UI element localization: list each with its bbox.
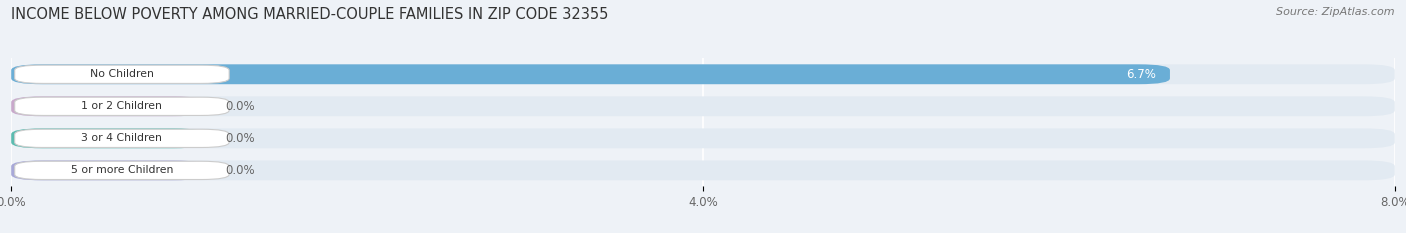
FancyBboxPatch shape [11, 128, 205, 148]
FancyBboxPatch shape [14, 65, 229, 83]
Text: 0.0%: 0.0% [226, 100, 256, 113]
FancyBboxPatch shape [11, 64, 1170, 84]
FancyBboxPatch shape [11, 161, 205, 180]
FancyBboxPatch shape [14, 161, 229, 179]
FancyBboxPatch shape [11, 96, 205, 116]
Text: 5 or more Children: 5 or more Children [70, 165, 173, 175]
FancyBboxPatch shape [11, 64, 1395, 84]
FancyBboxPatch shape [11, 161, 1395, 180]
FancyBboxPatch shape [11, 96, 1395, 116]
Text: 0.0%: 0.0% [226, 164, 256, 177]
Text: 6.7%: 6.7% [1126, 68, 1156, 81]
FancyBboxPatch shape [14, 129, 229, 147]
Text: INCOME BELOW POVERTY AMONG MARRIED-COUPLE FAMILIES IN ZIP CODE 32355: INCOME BELOW POVERTY AMONG MARRIED-COUPL… [11, 7, 609, 22]
FancyBboxPatch shape [14, 97, 229, 115]
Text: 1 or 2 Children: 1 or 2 Children [82, 101, 162, 111]
Text: No Children: No Children [90, 69, 153, 79]
Text: 3 or 4 Children: 3 or 4 Children [82, 133, 162, 143]
Text: Source: ZipAtlas.com: Source: ZipAtlas.com [1277, 7, 1395, 17]
Text: 0.0%: 0.0% [226, 132, 256, 145]
FancyBboxPatch shape [11, 128, 1395, 148]
